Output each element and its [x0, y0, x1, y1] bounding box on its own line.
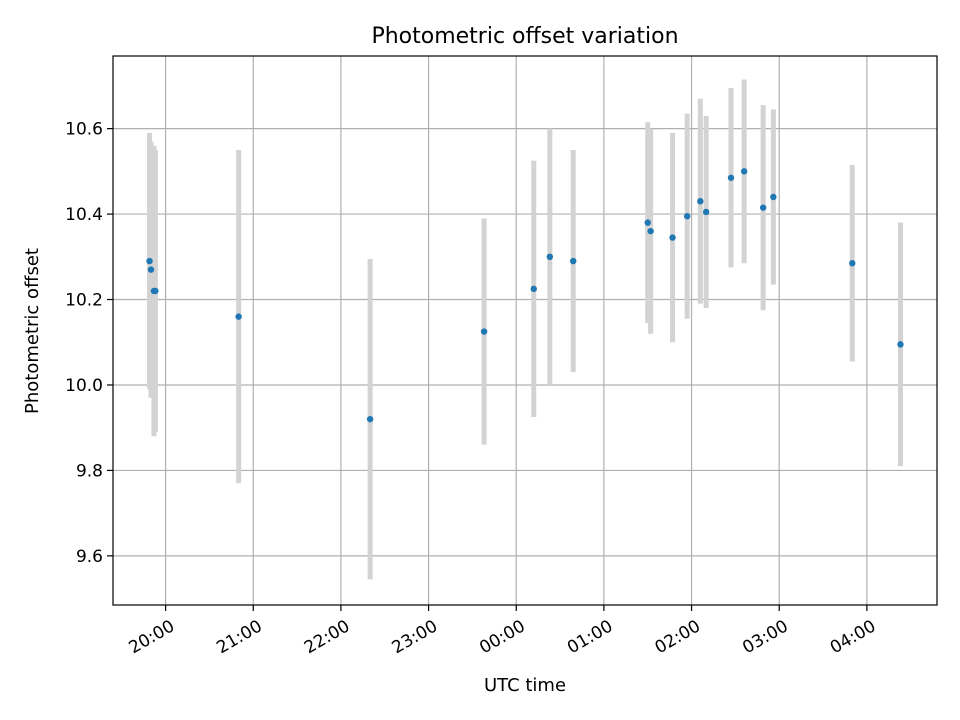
plot-frame	[112, 55, 938, 606]
data-point	[366, 415, 374, 423]
data-point	[849, 260, 856, 267]
y-tick-label: 10.4	[65, 205, 103, 225]
data-points	[146, 168, 904, 423]
data-point	[759, 204, 767, 211]
data-point	[146, 257, 153, 265]
y-tick-label: 10.6	[65, 120, 103, 140]
data-point	[647, 227, 654, 235]
y-axis-label: Photometric offset	[22, 248, 43, 414]
grid	[113, 56, 937, 605]
data-point	[727, 174, 735, 181]
data-point	[702, 208, 710, 216]
x-axis-label: UTC time	[484, 675, 566, 696]
data-point	[770, 193, 777, 201]
y-tick-label: 10.0	[65, 376, 103, 396]
y-tick-label: 10.2	[65, 291, 103, 311]
y-tick-label: 9.8	[76, 461, 103, 481]
data-point	[570, 257, 577, 265]
plot-area	[113, 56, 937, 605]
data-point	[530, 285, 537, 293]
y-tick-label: 9.6	[76, 547, 103, 567]
data-point	[697, 198, 704, 205]
data-point	[669, 234, 676, 241]
data-point	[683, 213, 691, 220]
data-point	[235, 313, 242, 320]
data-point	[152, 287, 159, 295]
y-axis: 9.6 9.8 10.0 10.2 10.4 10.6	[65, 120, 113, 567]
data-point	[740, 168, 748, 175]
data-point	[147, 266, 155, 273]
data-point	[644, 219, 651, 226]
data-point	[546, 253, 554, 261]
data-point	[897, 341, 904, 348]
chart-title: Photometric offset variation	[371, 24, 678, 49]
data-point	[480, 328, 488, 335]
